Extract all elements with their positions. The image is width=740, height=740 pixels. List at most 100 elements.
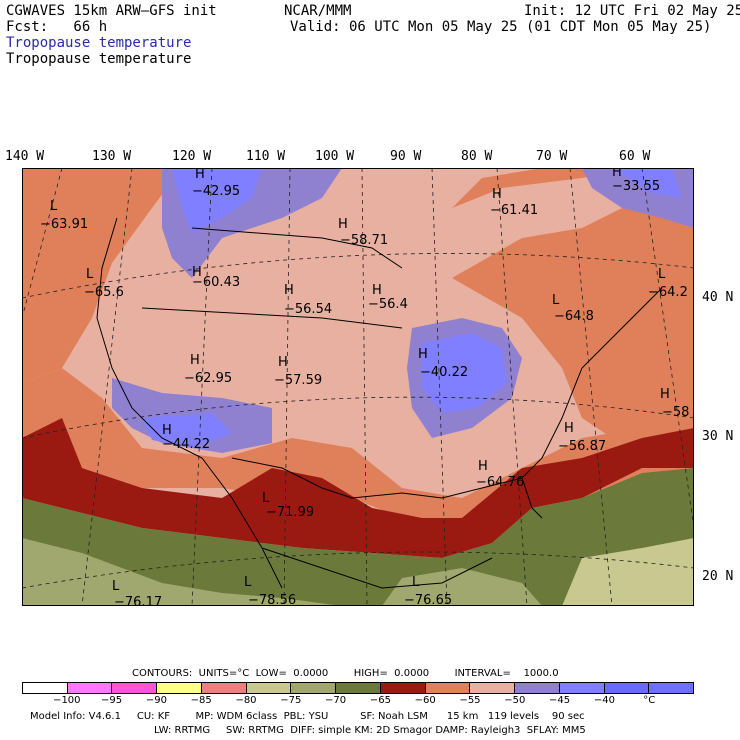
colorbar-swatch	[336, 683, 381, 693]
lon-label: 70 W	[536, 149, 568, 164]
init-time: Init: 12 UTC Fri 02 May 25	[524, 3, 740, 19]
value-label: −64.2	[648, 285, 688, 300]
colorbar	[22, 682, 694, 694]
region-olive	[22, 468, 694, 606]
value-label: −42.95	[192, 184, 240, 199]
value-label: −76.65	[404, 593, 452, 606]
contours-info: CONTOURS: UNITS=°C LOW= 0.0000 HIGH= 0.0…	[132, 668, 559, 679]
high-marker: H	[492, 187, 502, 202]
colorbar-tick-label: −45	[549, 695, 571, 706]
value-label: −76.17	[114, 595, 162, 606]
value-label: −56.4	[368, 297, 408, 312]
colorbar-tick-label: −70	[325, 695, 347, 706]
map-border	[22, 168, 694, 606]
colorbar-tick-label: −80	[235, 695, 257, 706]
high-marker: H	[284, 283, 294, 298]
colorbar-tick-label: −100	[53, 695, 81, 706]
region-central-deepblue	[422, 333, 507, 413]
colorbar-swatch	[559, 683, 605, 693]
lat-label: 20 N	[702, 569, 734, 584]
value-label: −62.95	[184, 371, 232, 386]
field-title: Tropopause temperature	[6, 51, 192, 67]
high-marker: H	[372, 283, 382, 298]
lon-label: 120 W	[172, 149, 212, 164]
colorbar-swatch	[246, 683, 292, 693]
colorbar-swatch	[470, 683, 516, 693]
value-label: −56.87	[558, 439, 606, 454]
lon-label: 130 W	[92, 149, 132, 164]
value-label: −64.8	[554, 309, 594, 324]
colorbar-tick-label: −75	[280, 695, 302, 706]
high-marker: H	[478, 459, 488, 474]
map-annotations: L −63.91 L −65.6 H −42.95 H −60.43 H −56…	[40, 168, 689, 606]
value-label: −56.54	[284, 302, 332, 317]
colorbar-tick-label: −95	[101, 695, 123, 706]
colorbar-swatch	[291, 683, 337, 693]
region-west-orange	[22, 168, 182, 383]
high-marker: H	[195, 168, 205, 182]
valid-time: Valid: 06 UTC Mon 05 May 25 (01 CDT Mon …	[290, 19, 712, 35]
colorbar-swatch	[515, 683, 560, 693]
colorbar-tick-label: −60	[414, 695, 436, 706]
high-marker: H	[612, 168, 622, 180]
value-label: −44.22	[162, 437, 210, 452]
low-marker: L	[112, 579, 120, 594]
high-marker: H	[660, 387, 670, 402]
region-light-olive-east	[562, 538, 694, 606]
field-title-blue: Tropopause temperature	[6, 35, 192, 51]
high-marker: H	[338, 217, 348, 232]
low-marker: L	[552, 293, 560, 308]
colorbar-tick-label: −85	[190, 695, 212, 706]
coastlines	[96, 217, 663, 589]
colorbar-swatch	[380, 683, 426, 693]
lat-label: 30 N	[702, 429, 734, 444]
region-ne-deepblue	[612, 168, 682, 198]
physics-info: LW: RRTMG SW: RRTMG DIFF: simple KM: 2D …	[154, 725, 586, 736]
region-dark-red-band	[22, 418, 694, 558]
colorbar-swatch	[23, 683, 68, 693]
colorbar-tick-label: −90	[145, 695, 167, 706]
colorbar-swatch	[425, 683, 471, 693]
colorbar-swatch	[157, 683, 202, 693]
value-label: −57.59	[274, 373, 322, 388]
colorbar-swatch	[67, 683, 113, 693]
value-label: −61.41	[490, 203, 538, 218]
value-label: −60.43	[192, 275, 240, 290]
map-panel: L −63.91 L −65.6 H −42.95 H −60.43 H −56…	[22, 168, 694, 606]
value-label: −78.56	[248, 593, 296, 606]
low-marker: L	[50, 199, 58, 214]
lon-label: 60 W	[619, 149, 651, 164]
region-light-olive-west	[22, 538, 342, 606]
colorbar-swatch	[604, 683, 650, 693]
value-label: −71.99	[266, 505, 314, 520]
high-marker: H	[192, 265, 202, 280]
value-label: −65.6	[84, 285, 124, 300]
colorbar-tick-label: °C	[643, 695, 656, 706]
colorbar-tick-label: −65	[369, 695, 391, 706]
value-label: −40.22	[420, 365, 468, 380]
lon-label: 80 W	[461, 149, 493, 164]
colorbar-labels: −100 −95 −90 −85 −80 −75 −70 −65 −60 −55 −50 −45 −40…	[22, 695, 694, 707]
colorbar-swatch	[112, 683, 158, 693]
high-marker: H	[278, 355, 288, 370]
low-marker: L	[262, 491, 270, 506]
value-label: −64.76	[476, 475, 524, 490]
model-info: Model Info: V4.6.1 CU: KF MP: WDM 6class…	[30, 711, 585, 722]
lon-label: 90 W	[390, 149, 422, 164]
value-label: −33.55	[612, 179, 660, 194]
low-marker: L	[658, 267, 666, 282]
high-marker: H	[418, 347, 428, 362]
colorbar-tick-label: −40	[593, 695, 615, 706]
colorbar-tick-label: −55	[459, 695, 481, 706]
colorbar-swatch	[649, 683, 694, 693]
colorbar-swatch	[201, 683, 247, 693]
value-label: −63.91	[40, 217, 88, 232]
high-marker: H	[190, 353, 200, 368]
region-northeast-orange	[452, 188, 694, 468]
lon-label: 100 W	[315, 149, 355, 164]
low-marker: L	[86, 267, 94, 282]
high-marker: H	[564, 421, 574, 436]
lon-label: 140 W	[5, 149, 45, 164]
tropopause-temperature-map: L −63.91 L −65.6 H −42.95 H −60.43 H −56…	[22, 168, 694, 606]
value-label: −58	[662, 405, 689, 420]
